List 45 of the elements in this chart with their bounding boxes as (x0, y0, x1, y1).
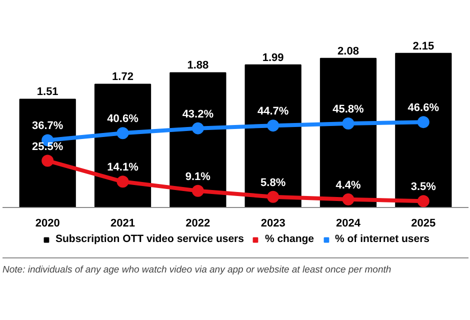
point (417, 116, 430, 128)
bar (244, 64, 302, 208)
data-label: 46.6% (408, 102, 440, 114)
point (192, 122, 204, 134)
bar (94, 84, 152, 208)
point (192, 184, 204, 197)
text: Note: individuals of any age who watch video via any app or website at least once per month (2, 264, 392, 276)
legend-label: % of internet users (334, 233, 430, 245)
point (342, 193, 354, 206)
data-label: 9.1% (185, 170, 211, 183)
data-label: 43.2% (182, 108, 214, 120)
x-tick-label: 2023 (260, 218, 286, 230)
data-label: 25.5% (32, 140, 64, 153)
point (116, 176, 129, 188)
point (116, 127, 129, 140)
point (267, 190, 280, 203)
point (42, 154, 54, 167)
point (342, 118, 354, 130)
data-label: 44.7% (257, 106, 289, 118)
data-label: 1.99 (262, 52, 284, 64)
legend-label: % change (264, 233, 314, 245)
bar (19, 98, 76, 208)
point (417, 195, 430, 208)
x-tick-label: 2025 (411, 218, 436, 230)
data-label: 2.08 (338, 45, 359, 58)
x-tick-label: 2022 (186, 218, 210, 230)
data-label: 1.88 (187, 60, 209, 72)
data-label: 1.51 (36, 86, 58, 98)
data-label: 40.6% (107, 113, 139, 126)
data-label: 2.15 (412, 40, 434, 52)
bar (170, 72, 226, 208)
bar (395, 52, 452, 208)
x-tick-label: 2021 (110, 218, 136, 230)
point (267, 120, 280, 132)
data-label: 14.1% (107, 162, 139, 174)
legend-label: Subscription OTT video service users (55, 233, 244, 245)
x-tick-label: 2024 (336, 218, 362, 230)
data-label: 3.5% (410, 181, 436, 194)
data-label: 36.7% (32, 120, 64, 132)
data-label: 45.8% (332, 104, 364, 116)
bar (320, 58, 377, 208)
x-tick-label: 2020 (35, 218, 60, 230)
data-label: 1.72 (112, 71, 134, 84)
data-label: 4.4% (336, 179, 361, 192)
data-label: 5.8% (260, 176, 286, 189)
